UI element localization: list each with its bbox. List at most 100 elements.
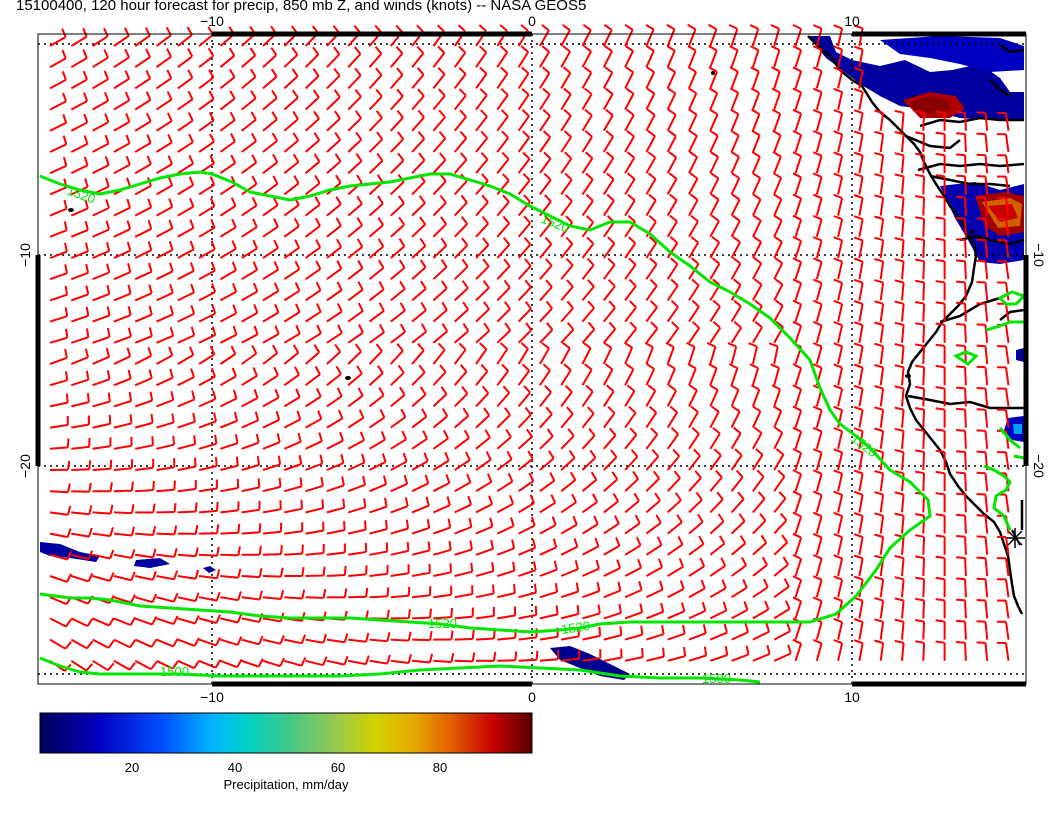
wind-barb-stem <box>453 370 468 386</box>
wind-barb-feather <box>192 412 196 422</box>
wind-barb-feather <box>335 174 342 184</box>
wind-barb-feather <box>188 176 195 186</box>
wind-barb-feather <box>853 639 863 645</box>
wind-barb-stem <box>709 241 721 259</box>
wind-barb-stem <box>646 655 665 662</box>
wind-barb-feather <box>194 502 198 512</box>
wind-barb-feather <box>437 342 446 351</box>
wind-barb-stem <box>305 440 323 450</box>
wind-barb-stem <box>283 204 300 217</box>
wind-barb-stem <box>71 423 90 429</box>
wind-barb-stem <box>241 247 258 259</box>
wind-barb-feather <box>690 214 699 222</box>
wind-barb-feather <box>628 236 636 244</box>
wind-barb-stem <box>688 50 697 68</box>
wind-barb-stem <box>369 638 388 643</box>
wind-barb-stem <box>496 201 510 217</box>
wind-barb-stem <box>815 537 823 556</box>
wind-barb-feather <box>833 575 843 581</box>
wind-barb-stem <box>241 226 258 238</box>
wind-barb-feather <box>543 172 552 181</box>
wind-barb-feather <box>606 384 615 393</box>
wind-barb-feather <box>334 110 341 120</box>
wind-barb-feather <box>787 644 792 654</box>
wind-barb-feather <box>249 68 257 78</box>
wind-barb-stem <box>368 74 383 90</box>
wind-barb-stem <box>815 494 823 513</box>
wind-barb-feather <box>669 214 678 223</box>
wind-barb-stem <box>390 460 408 471</box>
wind-barb-stem <box>645 588 664 599</box>
wind-barb-stem <box>475 503 493 514</box>
wind-barb-feather <box>833 554 843 560</box>
wind-barb-feather <box>698 535 705 545</box>
wind-barb-stem <box>560 264 574 280</box>
wind-barb-stem <box>198 291 216 302</box>
wind-barb-feather <box>833 490 843 496</box>
wind-barb-feather <box>792 575 802 581</box>
wind-barb-feather <box>398 216 406 226</box>
wind-barb-stem <box>453 94 467 111</box>
wind-barb-feather <box>613 515 620 525</box>
wind-barb-feather <box>709 384 719 391</box>
wind-barb-stem <box>475 637 495 641</box>
wind-barb-feather <box>561 341 571 350</box>
wind-barb-stem <box>688 92 698 111</box>
wind-barb-feather <box>597 604 601 614</box>
wind-barb-stem <box>922 261 926 280</box>
wind-barb-feather <box>894 576 904 581</box>
wind-barb-stem <box>560 590 579 599</box>
wind-barb-feather <box>853 427 863 433</box>
wind-barb-feather <box>216 546 220 556</box>
wind-barb-feather <box>232 325 238 336</box>
wind-barb-feather <box>531 538 537 549</box>
wind-barb-feather <box>678 558 685 568</box>
wind-barb-stem <box>49 121 67 132</box>
wind-barb-stem <box>581 434 596 450</box>
wind-barb-stem <box>709 156 720 174</box>
lon-tick-top: 10 <box>844 13 860 29</box>
wind-barb-feather <box>321 499 325 509</box>
wind-barb-stem <box>156 596 175 603</box>
wind-barb-feather <box>915 555 925 559</box>
wind-barb-stem <box>70 78 88 90</box>
wind-barb-feather <box>753 278 763 286</box>
wind-barb-feather <box>812 426 822 433</box>
wind-barb-feather <box>88 460 92 470</box>
wind-barb-stem <box>1005 367 1010 386</box>
wind-barb-feather <box>833 342 843 348</box>
wind-barb-stem <box>539 435 554 450</box>
map-title: 15100400, 120 hour forecast for precip, … <box>16 0 587 14</box>
wind-barb-feather <box>312 46 320 56</box>
wind-barb-stem <box>496 51 509 68</box>
wind-barb-stem <box>984 642 989 661</box>
wind-barb-feather <box>874 109 884 114</box>
wind-barb-feather <box>147 346 153 357</box>
wind-barb-stem <box>348 659 367 666</box>
wind-barb-feather <box>853 533 863 539</box>
wind-barb-stem <box>1005 261 1010 280</box>
wind-barb-stem <box>518 636 537 641</box>
wind-barb-stem <box>1005 324 1010 343</box>
wind-barb-stem <box>92 575 111 582</box>
wind-barb-feather <box>956 577 966 581</box>
wind-barb-feather <box>421 408 428 418</box>
wind-barb-feather <box>212 390 217 400</box>
wind-barb-feather <box>710 193 720 201</box>
wind-barb-stem <box>624 285 637 301</box>
wind-barb-feather <box>833 427 843 433</box>
wind-barb-stem <box>496 158 510 174</box>
wind-barb-stem <box>134 335 153 344</box>
wind-barb-feather <box>592 493 598 503</box>
wind-barb-stem <box>156 249 174 259</box>
wind-barb-feather <box>294 260 301 270</box>
wind-barb-stem <box>432 137 447 153</box>
wind-barb-stem <box>432 180 447 196</box>
lat-tick-left: −10 <box>17 243 33 267</box>
wind-barb-feather <box>150 638 158 648</box>
wind-barb-feather <box>168 219 174 229</box>
wind-barb-feather <box>167 155 173 165</box>
wind-barb-stem <box>539 222 552 238</box>
wind-barb-stem <box>518 524 536 535</box>
wind-barb-stem <box>475 73 488 89</box>
